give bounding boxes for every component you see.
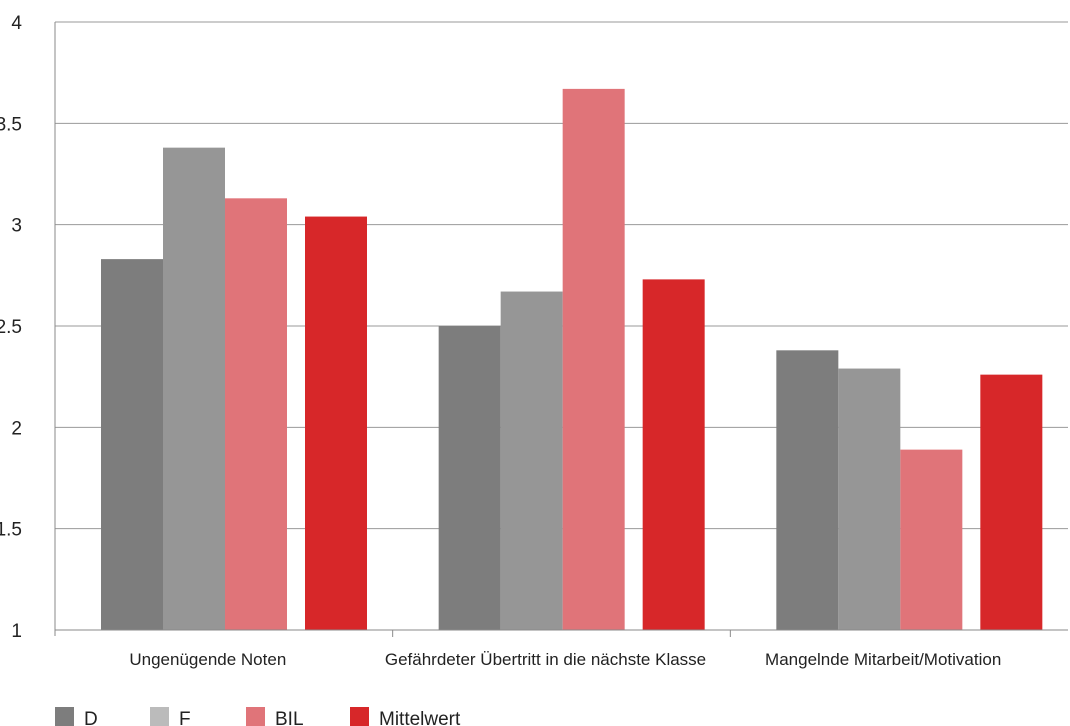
bar-f-1 (163, 147, 225, 631)
legend-swatch-mittelwert (350, 707, 369, 726)
category-label: Ungenügende Noten (129, 650, 286, 669)
legend-swatch-bil (246, 707, 265, 726)
bar-mittelwert-1 (305, 216, 367, 630)
y-tick-label: 2.5 (0, 317, 22, 338)
y-tick-label: 3 (11, 216, 22, 237)
y-tick-label: 4 (11, 13, 22, 34)
legend-label-d: D (84, 709, 98, 726)
y-tick-label: 3.5 (0, 114, 22, 135)
legend-swatch-f (150, 707, 169, 726)
bar-bil-1 (225, 198, 287, 630)
bar-d-2 (438, 326, 501, 630)
bars (101, 88, 1043, 631)
axes (54, 22, 1068, 637)
bar-mittelwert-2 (642, 279, 705, 630)
legend: D F BIL Mittelwert (55, 707, 461, 726)
bar-d-1 (101, 259, 163, 630)
legend-swatch-d (55, 707, 74, 726)
bar-bil-3 (900, 449, 963, 630)
bar-f-2 (500, 291, 563, 630)
y-tick-label: 1 (11, 621, 22, 642)
legend-label-bil: BIL (275, 709, 304, 726)
category-label: Mangelnde Mitarbeit/Motivation (765, 650, 1001, 669)
legend-label-mittelwert: Mittelwert (379, 709, 461, 726)
y-tick-label: 1.5 (0, 520, 22, 541)
bar-f-3 (838, 368, 901, 630)
y-tick-label: 2 (11, 418, 22, 439)
category-label: Gefährdeter Übertritt in die nächste Kla… (385, 650, 706, 669)
legend-label-f: F (179, 709, 191, 726)
bar-mittelwert-3 (980, 374, 1043, 630)
bar-d-3 (776, 350, 839, 630)
labels: 1 1.5 2 2.5 3 3.5 4 Ungenügende Noten Gefährdete… (0, 13, 1001, 669)
bar-bil-2 (562, 88, 625, 630)
